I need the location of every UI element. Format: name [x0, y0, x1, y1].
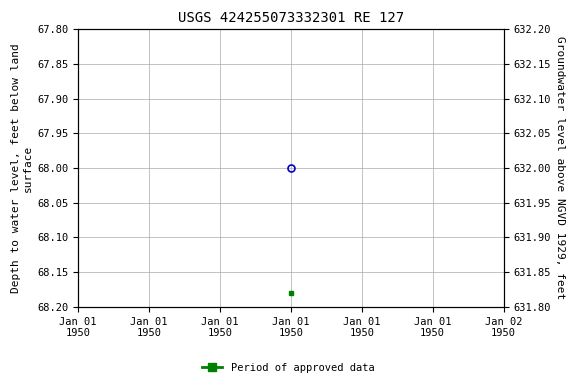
Legend: Period of approved data: Period of approved data	[198, 359, 378, 377]
Title: USGS 424255073332301 RE 127: USGS 424255073332301 RE 127	[178, 11, 404, 25]
Y-axis label: Groundwater level above NGVD 1929, feet: Groundwater level above NGVD 1929, feet	[555, 36, 564, 300]
Y-axis label: Depth to water level, feet below land
surface: Depth to water level, feet below land su…	[12, 43, 33, 293]
